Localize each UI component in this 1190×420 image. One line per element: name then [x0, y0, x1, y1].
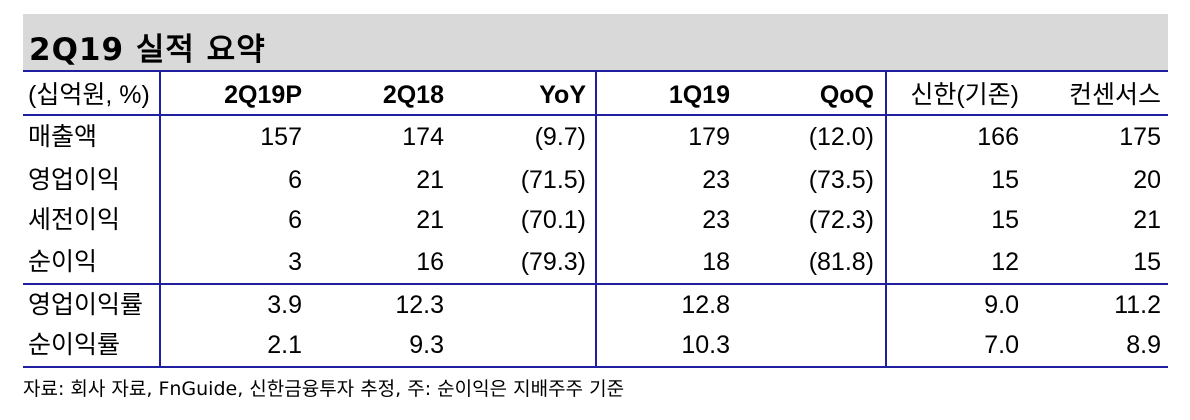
cell-shinhan: 166 [977, 123, 1019, 151]
cell-shinhan: 15 [991, 166, 1019, 194]
cell-qoq: (72.3) [808, 206, 874, 234]
header-top-rule [23, 70, 1168, 72]
cell-shinhan: 12 [991, 248, 1019, 276]
unit-header: (십억원, %) [28, 81, 150, 109]
cell-yoy: (71.5) [520, 166, 586, 194]
cell-2q19p: 3 [288, 248, 302, 276]
source-note: 자료: 회사 자료, FnGuide, 신한금융투자 추정, 주: 순이익은 지… [23, 378, 625, 400]
cell-consensus: 8.9 [1126, 331, 1161, 359]
col-header-yoy: YoY [539, 81, 586, 109]
column-divider-qoq [885, 72, 887, 368]
cell-consensus: 15 [1133, 248, 1161, 276]
cell-2q18: 21 [416, 166, 444, 194]
cell-shinhan: 9.0 [984, 291, 1019, 319]
cell-1q19: 23 [702, 166, 730, 194]
cell-1q19: 23 [702, 206, 730, 234]
cell-consensus: 175 [1119, 123, 1161, 151]
col-header-consensus: 컨센서스 [1068, 81, 1161, 109]
cell-2q18: 12.3 [395, 291, 444, 319]
row-label-pretax-profit: 세전이익 [28, 206, 121, 234]
row-label-operating-margin: 영업이익률 [28, 291, 144, 319]
cell-yoy: (79.3) [520, 248, 586, 276]
col-header-1q19: 1Q19 [668, 81, 730, 109]
cell-2q19p: 6 [288, 166, 302, 194]
column-divider-label [159, 72, 161, 368]
cell-shinhan: 15 [991, 206, 1019, 234]
cell-consensus: 20 [1133, 166, 1161, 194]
cell-2q18: 21 [416, 206, 444, 234]
row-label-revenue: 매출액 [28, 123, 98, 151]
cell-yoy [480, 328, 586, 362]
col-header-2q18: 2Q18 [382, 81, 444, 109]
cell-qoq [760, 328, 874, 362]
cell-shinhan: 7.0 [984, 331, 1019, 359]
cell-consensus: 21 [1133, 206, 1161, 234]
cell-yoy: (9.7) [534, 123, 586, 151]
cell-consensus: 11.2 [1114, 291, 1161, 319]
cell-qoq: (12.0) [808, 123, 874, 151]
title-bar: 2Q19 실적 요약 [23, 14, 1168, 70]
cell-1q19: 12.8 [681, 291, 730, 319]
cell-2q18: 9.3 [409, 331, 444, 359]
row-label-net-margin: 순이익률 [28, 331, 121, 359]
cell-yoy [480, 288, 586, 322]
cell-yoy: (70.1) [520, 206, 586, 234]
cell-qoq: (81.8) [808, 248, 874, 276]
cell-1q19: 10.3 [681, 331, 730, 359]
col-header-2q19p: 2Q19P [224, 81, 302, 109]
cell-1q19: 18 [702, 248, 730, 276]
col-header-qoq: QoQ [819, 81, 874, 109]
cell-2q19p: 2.1 [267, 331, 302, 359]
cell-2q19p: 6 [288, 206, 302, 234]
cell-2q19p: 157 [260, 123, 302, 151]
cell-2q18: 16 [416, 248, 444, 276]
row-label-net-profit: 순이익 [28, 248, 98, 276]
cell-2q19p: 3.9 [267, 291, 302, 319]
cell-1q19: 179 [688, 123, 730, 151]
table-title: 2Q19 실적 요약 [29, 32, 266, 68]
cell-2q18: 174 [402, 123, 444, 151]
row-label-operating-profit: 영업이익 [28, 166, 121, 194]
column-divider-yoy [595, 72, 597, 368]
cell-qoq [760, 288, 874, 322]
cell-qoq: (73.5) [808, 166, 874, 194]
col-header-shinhan: 신한(기존) [910, 81, 1019, 109]
